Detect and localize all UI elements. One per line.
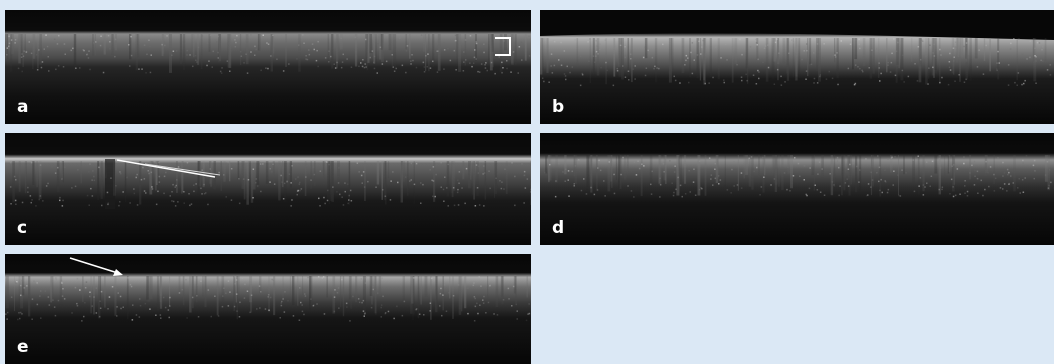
oct-speckle-c xyxy=(9,161,531,207)
panel-label-d: d xyxy=(552,218,565,238)
oct-panel-b: b xyxy=(540,10,1054,124)
oct-speckle-e xyxy=(5,276,531,322)
oct-panel-d: d xyxy=(540,133,1054,245)
panel-label-a: a xyxy=(17,97,29,117)
oct-scan-image-c xyxy=(5,133,531,245)
oct-speckle-d xyxy=(544,155,1054,198)
oct-speckle-a xyxy=(5,34,531,75)
oct-scan-image-a xyxy=(5,10,531,124)
bracket-annotation xyxy=(495,37,511,56)
panel-label-c: c xyxy=(17,218,28,238)
arrow-annotation-e xyxy=(69,257,123,276)
panel-label-e: e xyxy=(17,337,29,357)
oct-scan-image-d xyxy=(540,133,1054,245)
oct-scan-image-e xyxy=(5,254,531,364)
oct-panel-c: c xyxy=(5,133,531,245)
oct-panel-e: e xyxy=(5,254,531,364)
oct-panel-a: a xyxy=(5,10,531,124)
oct-speckle-b xyxy=(540,38,1052,87)
oct-scan-image-b xyxy=(540,10,1054,124)
panel-label-b: b xyxy=(552,97,565,117)
arrow-annotation-c xyxy=(116,159,216,178)
